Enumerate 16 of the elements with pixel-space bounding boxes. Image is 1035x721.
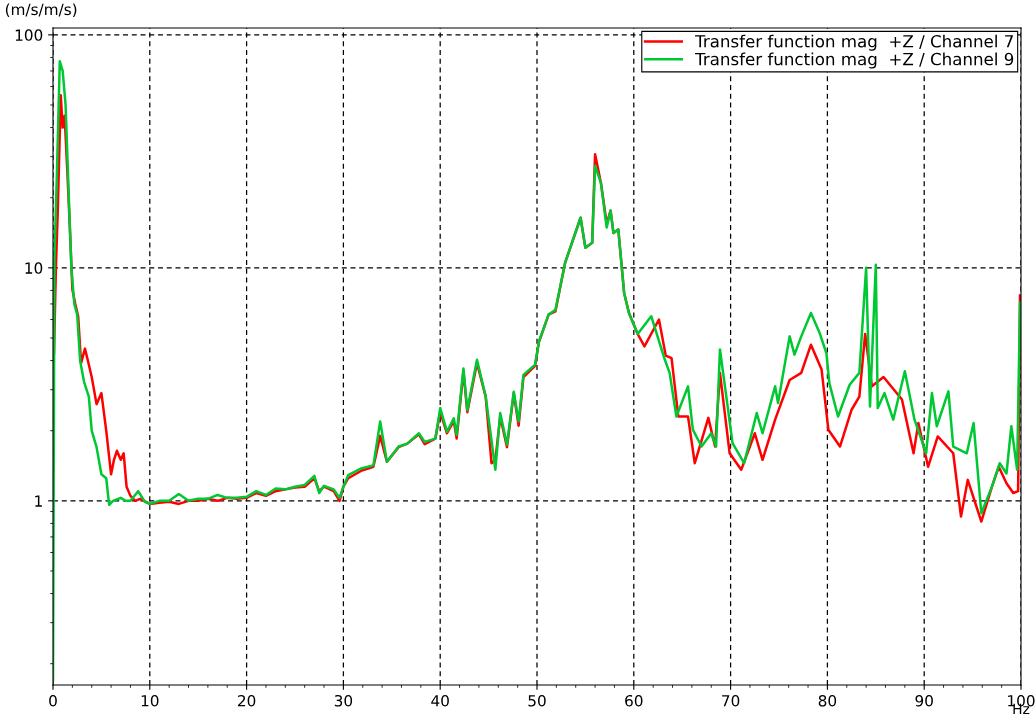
- x-tick-label: 30: [334, 694, 353, 707]
- legend-label: Transfer function mag +Z / Channel 9: [695, 52, 1014, 69]
- x-tick-label: 20: [238, 694, 256, 707]
- x-tick-label: 80: [818, 694, 837, 707]
- y-tick-label: 10: [25, 262, 43, 274]
- x-tick-label: 70: [722, 694, 740, 707]
- x-tick-label: 0: [49, 694, 57, 707]
- y-tick-label: 1: [35, 495, 42, 507]
- legend-label: Transfer function mag +Z / Channel 7: [695, 34, 1013, 51]
- x-tick-label: 90: [915, 694, 933, 707]
- x-tick-label: 40: [431, 694, 449, 707]
- x-tick-label: 60: [625, 694, 643, 707]
- x-tick-label: 10: [141, 694, 159, 707]
- x-tick-label: 50: [528, 694, 546, 707]
- y-axis-title: (m/s/m/s): [5, 3, 77, 17]
- y-tick-label: 100: [15, 29, 43, 41]
